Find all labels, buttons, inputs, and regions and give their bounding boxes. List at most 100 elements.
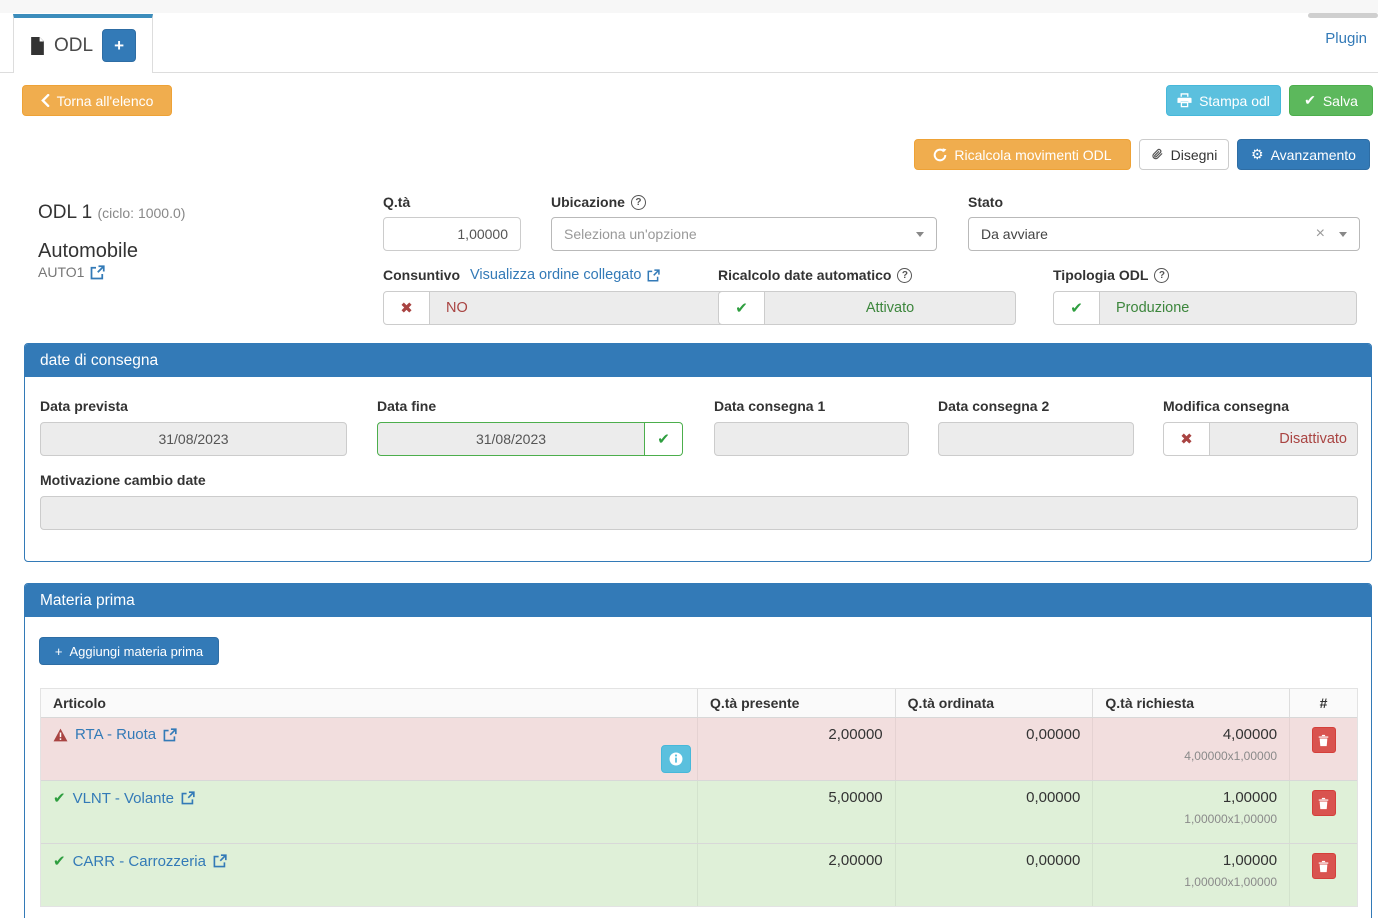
top-scrollbar-track — [0, 0, 1378, 13]
date-recalc-value: Attivato — [765, 291, 1016, 325]
progress-button[interactable]: ⚙ Avanzamento — [1237, 139, 1370, 170]
qty-present: 5,00000 — [828, 789, 883, 806]
external-link-icon[interactable] — [181, 791, 195, 805]
status-value: Da avviare — [981, 226, 1048, 242]
help-icon[interactable]: ? — [897, 267, 913, 283]
recalc-movements-label: Ricalcola movimenti ODL — [954, 146, 1112, 163]
help-icon[interactable]: ? — [630, 194, 646, 210]
qty-ordered: 0,00000 — [1026, 789, 1081, 806]
qty-ordered: 0,00000 — [1026, 852, 1081, 869]
back-to-list-label: Torna all'elenco — [56, 92, 154, 109]
add-material-label: Aggiungi materia prima — [69, 643, 204, 659]
check-icon[interactable]: ✔ — [645, 422, 683, 456]
drawings-button[interactable]: Disegni — [1139, 139, 1229, 170]
document-icon — [30, 36, 45, 55]
print-odl-button[interactable]: Stampa odl — [1166, 85, 1281, 116]
order-cycle: (ciclo: 1000.0) — [97, 205, 186, 221]
materials-table: Articolo Q.tà presente Q.tà ordinata Q.t… — [40, 688, 1358, 907]
qty-value: 1,00000 — [457, 226, 508, 242]
progress-label: Avanzamento — [1270, 146, 1356, 163]
plus-icon: + — [114, 35, 124, 55]
col-header-presente: Q.tà presente — [698, 689, 896, 717]
date-recalc-label-text: Ricalcolo date automatico — [718, 267, 892, 283]
delete-button[interactable] — [1311, 853, 1336, 879]
odl-type-value: Produzione — [1100, 291, 1357, 325]
modifica-consegna-value: Disattivato — [1210, 422, 1358, 456]
linked-order-link[interactable]: Visualizza ordine collegato — [470, 267, 661, 283]
delivery-dates-panel: date di consegna Data prevista 31/08/202… — [24, 343, 1372, 562]
article-cell: RTA - Ruota — [41, 718, 698, 780]
col-header-ordinata: Q.tà ordinata — [896, 689, 1094, 717]
gear-icon: ⚙ — [1251, 146, 1264, 162]
article-link[interactable]: RTA - Ruota — [75, 726, 157, 743]
external-link-icon[interactable] — [163, 727, 177, 742]
product-code: AUTO1 — [38, 264, 85, 280]
info-button[interactable] — [660, 745, 691, 773]
clear-icon[interactable]: × — [1315, 225, 1325, 242]
save-button[interactable]: ✔ Salva — [1289, 85, 1373, 116]
data-prevista-label: Data prevista — [40, 398, 128, 414]
help-icon[interactable]: ? — [1154, 267, 1170, 283]
col-header-richiesta: Q.tà richiesta — [1093, 689, 1291, 717]
recalc-movements-button[interactable]: Ricalcola movimenti ODL — [914, 139, 1131, 170]
data-fine-value: 31/08/2023 — [377, 422, 645, 456]
date-recalc-toggle[interactable]: ✔ Attivato — [718, 291, 1016, 325]
data-consegna2-input[interactable] — [938, 422, 1134, 456]
tab-odl[interactable]: ODL + — [13, 14, 153, 73]
consuntivo-toggle[interactable]: ✖ NO — [383, 291, 735, 325]
refresh-icon — [933, 147, 947, 162]
status-label: Stato — [968, 194, 1003, 210]
article-cell: ✔ CARR - Carrozzeria — [41, 844, 698, 906]
chevron-down-icon — [916, 231, 924, 237]
modifica-consegna-label: Modifica consegna — [1163, 398, 1290, 414]
external-link-icon[interactable] — [213, 854, 227, 868]
data-fine-input-group[interactable]: 31/08/2023 ✔ — [377, 422, 683, 456]
motivazione-input[interactable] — [40, 496, 1358, 530]
table-row: RTA - Ruota 2,00000 0,00000 4,00000 4,00… — [41, 717, 1357, 780]
check-icon: ✔ — [53, 853, 66, 870]
article-link[interactable]: CARR - Carrozzeria — [72, 852, 206, 870]
qty-label: Q.tà — [383, 194, 411, 210]
check-icon: ✔ — [1053, 291, 1100, 325]
top-scrollbar-thumb[interactable] — [1308, 13, 1378, 18]
qty-present: 2,00000 — [828, 852, 883, 869]
delete-button[interactable] — [1311, 727, 1336, 753]
raw-materials-panel-title: Materia prima — [25, 584, 1371, 617]
product-name: Automobile — [38, 240, 139, 262]
linked-order-link-text: Visualizza ordine collegato — [470, 267, 642, 283]
consuntivo-label: Consuntivo — [383, 267, 460, 283]
add-odl-button[interactable]: + — [102, 29, 137, 62]
odl-type-toggle[interactable]: ✔ Produzione — [1053, 291, 1357, 325]
location-label: Ubicazione ? — [551, 194, 646, 210]
location-label-text: Ubicazione — [551, 194, 625, 210]
article-cell: ✔ VLNT - Volante — [41, 781, 698, 843]
location-placeholder: Seleziona un'opzione — [564, 226, 697, 242]
add-material-button[interactable]: + Aggiungi materia prima — [39, 637, 219, 665]
external-link-icon — [647, 268, 661, 282]
data-consegna1-input[interactable] — [714, 422, 909, 456]
article-link[interactable]: VLNT - Volante — [72, 789, 175, 807]
delete-button[interactable] — [1311, 790, 1336, 816]
table-row: ✔ VLNT - Volante 5,00000 0,00000 1,00000… — [41, 780, 1357, 843]
location-select[interactable]: Seleziona un'opzione — [551, 217, 937, 251]
data-prevista-value: 31/08/2023 — [158, 431, 229, 447]
qty-required: 1,00000 — [1222, 852, 1278, 869]
modifica-consegna-toggle[interactable]: ✖ Disattivato — [1163, 422, 1358, 456]
plugin-link[interactable]: Plugin — [1325, 30, 1367, 47]
motivazione-label: Motivazione cambio date — [40, 472, 206, 488]
back-to-list-button[interactable]: Torna all'elenco — [22, 85, 172, 116]
drawings-label: Disegni — [1170, 146, 1218, 163]
print-odl-label: Stampa odl — [1199, 92, 1270, 109]
qty-input[interactable]: 1,00000 — [383, 217, 521, 251]
status-select[interactable]: Da avviare × — [968, 217, 1360, 251]
check-icon: ✔ — [53, 790, 66, 807]
external-link-icon[interactable] — [90, 264, 106, 280]
order-title: ODL 1 (ciclo: 1000.0) — [38, 202, 185, 224]
materials-table-header: Articolo Q.tà presente Q.tà ordinata Q.t… — [41, 689, 1357, 717]
tab-odl-label: ODL — [53, 34, 94, 56]
data-prevista-input[interactable]: 31/08/2023 — [40, 422, 347, 456]
col-header-articolo: Articolo — [41, 689, 698, 717]
qty-required-detail: 1,00000x1,00000 — [1184, 812, 1278, 826]
qty-required: 1,00000 — [1222, 789, 1278, 806]
